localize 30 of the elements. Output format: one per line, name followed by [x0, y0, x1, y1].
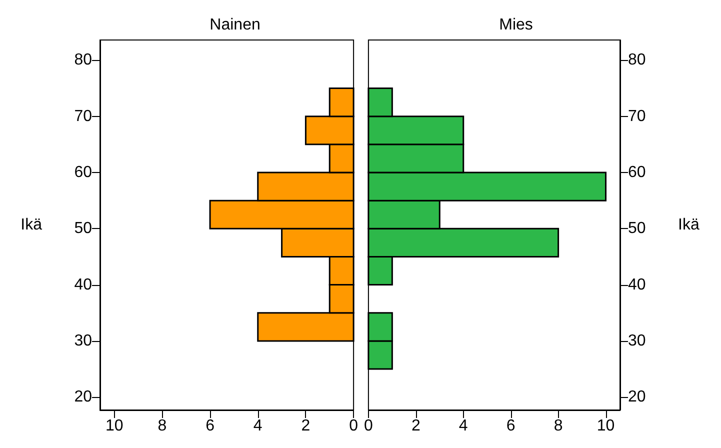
y-tick-label: 30 [74, 332, 92, 350]
y-tick-label: 70 [628, 108, 646, 125]
y-tick-label: 80 [628, 52, 646, 69]
chart-title: Nainen [210, 16, 260, 34]
y-tick-label: 80 [74, 52, 92, 69]
chart-title: Mies [499, 16, 533, 34]
y-tick-label: 20 [74, 388, 92, 406]
y-tick-label: 20 [628, 388, 646, 406]
x-tick-label: 2 [301, 418, 310, 434]
y-axis-title: Ikä [678, 216, 700, 234]
x-tick-label: 2 [411, 418, 420, 434]
y-tick-label: 60 [628, 164, 646, 182]
x-tick-label: 0 [349, 418, 358, 434]
y-tick-label: 70 [74, 108, 92, 125]
y-tick-label: 50 [74, 220, 92, 238]
x-tick-label: 10 [596, 418, 615, 434]
y-tick-label: 60 [74, 164, 92, 182]
x-tick-label: 4 [253, 418, 262, 434]
x-tick-label: 8 [158, 418, 167, 434]
x-tick-label: 6 [506, 418, 516, 434]
x-tick-label: 8 [554, 418, 563, 434]
y-tick-label: 30 [628, 332, 646, 350]
x-tick-label: 6 [206, 418, 215, 434]
y-tick-label: 40 [74, 276, 92, 294]
y-tick-label: 50 [628, 220, 646, 238]
x-tick-label: 0 [364, 418, 373, 434]
x-tick-label: 10 [105, 418, 124, 434]
x-tick-label: 4 [458, 418, 468, 434]
y-tick-label: 40 [628, 276, 646, 294]
y-axis-title: Ikä [20, 216, 42, 234]
